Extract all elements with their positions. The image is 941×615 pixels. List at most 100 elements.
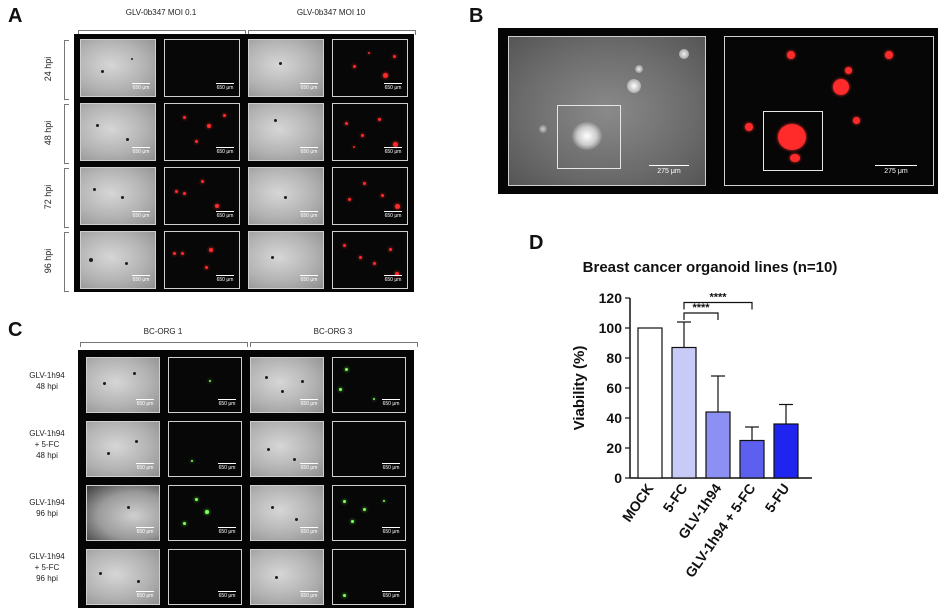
panel-c-brightfield-image: 650 μm: [86, 549, 160, 605]
y-tick-label: 60: [606, 380, 622, 396]
panel-c-fluorescence-image: 650 μm: [332, 549, 406, 605]
scale-bar: 650 μm: [382, 593, 400, 599]
x-tick-label: 5-FC: [659, 481, 690, 516]
panel-c-row1-label: GLV-1h94 48 hpi: [18, 370, 76, 392]
panel-c-brightfield-image: 650 μm: [86, 357, 160, 413]
scale-bar: 650 μm: [216, 213, 234, 219]
panel-c-fluorescence-image: 650 μm: [332, 485, 406, 541]
panel-a-fluorescence-image: 650 μm: [332, 231, 408, 289]
panel-a-fluorescence-image: 650 μm: [164, 167, 240, 225]
row-line: GLV-1h94: [29, 371, 65, 380]
scale-bar: 650 μm: [300, 465, 318, 471]
y-tick-label: 80: [606, 350, 622, 366]
panel-a-fluorescence-image: 650 μm: [164, 39, 240, 97]
panel-d-label: D: [529, 232, 544, 254]
panel-a-row3-brace: [64, 168, 69, 228]
bar: [637, 327, 663, 479]
panel-c-row2-label: GLV-1h94 + 5-FC 48 hpi: [18, 428, 76, 461]
scale-bar: 650 μm: [300, 593, 318, 599]
panel-a-row2-label: 48 hpi: [43, 120, 53, 146]
panel-b-label: B: [469, 5, 484, 27]
scale-bar: 650 μm: [136, 465, 154, 471]
scale-bar: 650 μm: [300, 213, 318, 219]
y-tick-label: 40: [606, 410, 622, 426]
scale-bar: 650 μm: [132, 213, 150, 219]
panel-c-brightfield-image: 650 μm: [86, 485, 160, 541]
panel-c-fluorescence-image: 650 μm: [168, 421, 242, 477]
panel-a-col1-brace: [78, 30, 246, 35]
scale-bar: 650 μm: [382, 529, 400, 535]
scale-bar: 650 μm: [218, 593, 236, 599]
panel-c-fluorescence-image: 650 μm: [332, 357, 406, 413]
panel-a-brightfield-image: 650 μm: [80, 39, 156, 97]
scale-bar: 650 μm: [300, 85, 318, 91]
panel-c-label: C: [8, 319, 23, 341]
scale-bar: 650 μm: [136, 529, 154, 535]
panel-a-col1-header: GLV-0b347 MOI 0.1: [125, 8, 197, 17]
panel-a-col2-brace: [248, 30, 416, 35]
row-line: GLV-1h94: [29, 429, 65, 438]
scale-bar: 650 μm: [216, 85, 234, 91]
bar: [739, 439, 765, 479]
panel-a-fluorescence-image: 650 μm: [332, 167, 408, 225]
panel-a-brightfield-image: 650 μm: [248, 167, 324, 225]
scale-bar: 650 μm: [382, 401, 400, 407]
panel-c-col2-header: BC-ORG 3: [313, 327, 353, 336]
scale-bar: 650 μm: [384, 213, 402, 219]
panel-a-row2-brace: [64, 104, 69, 164]
bar: [671, 346, 697, 479]
bar: [773, 423, 799, 479]
panel-c-fluorescence-image: 650 μm: [168, 357, 242, 413]
row-line: + 5-FC: [34, 563, 60, 572]
panel-c-image-grid: 650 μm 650 μm 650 μm 650 μm 650 μm 650 μ…: [78, 350, 414, 608]
panel-c-brightfield-image: 650 μm: [250, 549, 324, 605]
panel-b-brightfield-image: 275 μm: [508, 36, 706, 186]
panel-a-fluorescence-image: 650 μm: [332, 39, 408, 97]
panel-c-fluorescence-image: 650 μm: [168, 485, 242, 541]
x-tick-label: 5-FU: [761, 481, 792, 516]
panel-c-fluorescence-image: 650 μm: [168, 549, 242, 605]
panel-a-row1-brace: [64, 40, 69, 100]
panel-a-row4-brace: [64, 232, 69, 292]
panel-a-brightfield-image: 650 μm: [248, 103, 324, 161]
row-line: 48 hpi: [36, 382, 58, 391]
panel-c-col2-brace: [250, 342, 418, 347]
panel-c-row4-label: GLV-1h94 + 5-FC 96 hpi: [18, 551, 76, 584]
scale-bar: 650 μm: [300, 149, 318, 155]
y-tick-label: 0: [614, 470, 622, 486]
panel-b-fluorescence-inset: [763, 111, 823, 171]
panel-a-image-grid: 650 μm 650 μm 650 μm 650 μm 650 μm 650 μ…: [74, 34, 414, 292]
panel-c-brightfield-image: 650 μm: [250, 357, 324, 413]
significance-label: ****: [692, 302, 710, 314]
y-tick-label: 20: [606, 440, 622, 456]
panel-b-image-pair: 275 μm 275 μm: [498, 28, 938, 194]
panel-c-col1-brace: [80, 342, 248, 347]
scale-bar: 650 μm: [136, 401, 154, 407]
viability-bar-chart: Breast cancer organoid lines (n=10) 0 20 40…: [571, 259, 838, 580]
row-line: 96 hpi: [36, 574, 58, 583]
scale-bar: 650 μm: [384, 85, 402, 91]
significance-label: ****: [709, 292, 727, 304]
panel-c-fluorescence-image: 650 μm: [332, 421, 406, 477]
scale-bar: 275 μm: [875, 165, 917, 175]
panel-a-fluorescence-image: 650 μm: [164, 103, 240, 161]
panel-a-row1-label: 24 hpi: [43, 56, 53, 82]
panel-a-col2-header: GLV-0b347 MOI 10: [296, 8, 366, 17]
panel-b-brightfield-inset: [557, 105, 621, 169]
scale-bar: 650 μm: [300, 529, 318, 535]
panel-a-row3-label: 72 hpi: [43, 184, 53, 210]
scale-bar: 650 μm: [300, 401, 318, 407]
significance-bracket: [683, 301, 753, 310]
chart-title: Breast cancer organoid lines (n=10): [583, 259, 838, 276]
panel-a-brightfield-image: 650 μm: [80, 103, 156, 161]
panel-a-fluorescence-image: 650 μm: [164, 231, 240, 289]
y-axis-label: Viability (%): [571, 346, 588, 431]
panel-c-row3-label: GLV-1h94 96 hpi: [18, 497, 76, 519]
panel-a-brightfield-image: 650 μm: [248, 39, 324, 97]
y-tick-label: 120: [599, 290, 623, 306]
panel-a-brightfield-image: 650 μm: [80, 231, 156, 289]
y-tick-label: 100: [599, 320, 623, 336]
panel-a-row4-label: 96 hpi: [43, 248, 53, 274]
significance-bracket: [683, 312, 719, 320]
row-line: + 5-FC: [34, 440, 60, 449]
